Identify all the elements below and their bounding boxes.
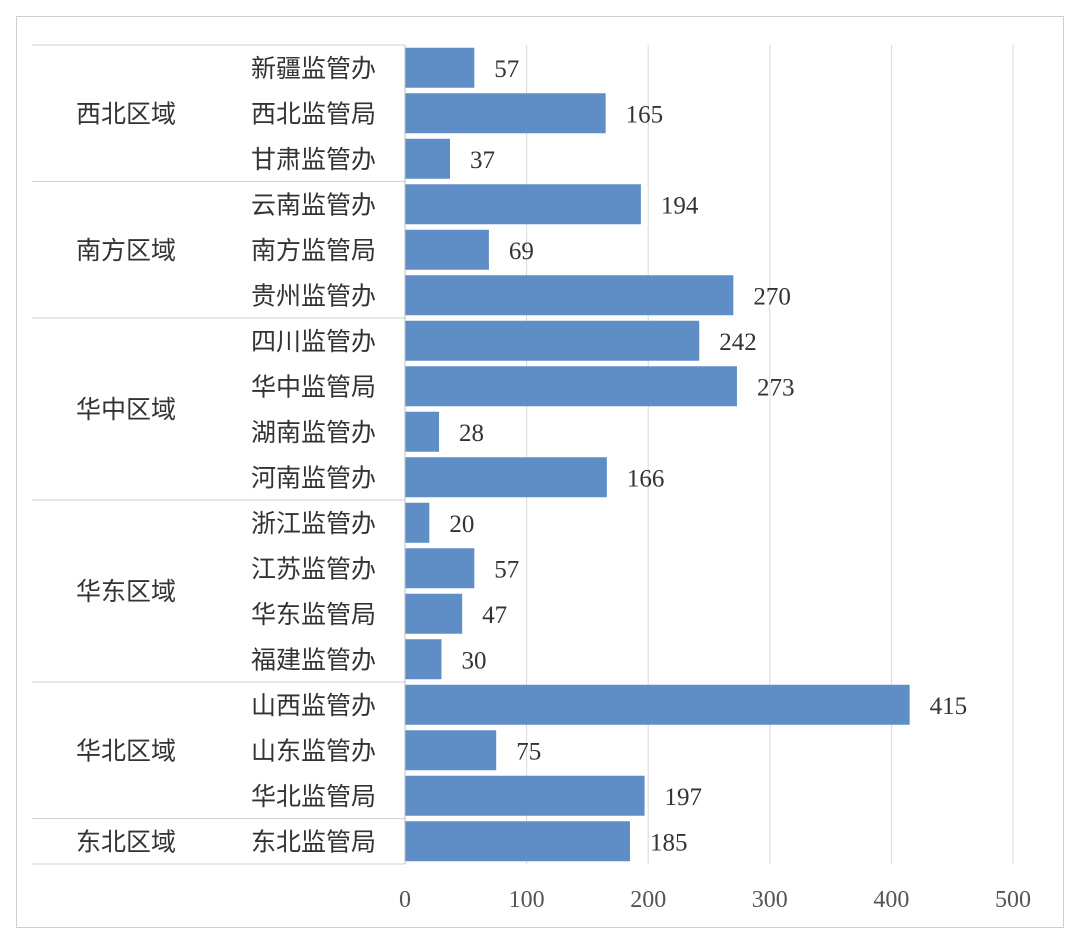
x-tick-label: 0: [399, 887, 411, 913]
category-label: 华北监管局: [251, 783, 376, 811]
bar: [405, 730, 497, 771]
group-label: 西北区域: [76, 100, 176, 128]
x-tick-label: 500: [995, 887, 1031, 913]
category-label: 华东监管局: [251, 601, 376, 629]
category-label: 山东监管办: [251, 737, 376, 765]
bar: [405, 821, 630, 862]
bar: [405, 411, 440, 452]
category-label: 河南监管办: [251, 464, 376, 492]
bar: [405, 639, 442, 680]
bar: [405, 457, 607, 498]
category-label: 华中监管局: [251, 373, 376, 401]
group-label: 东北区域: [76, 828, 176, 856]
data-label: 28: [459, 420, 484, 447]
category-label: 甘肃监管办: [251, 146, 376, 174]
data-label: 242: [719, 329, 757, 356]
category-label: 新疆监管办: [251, 55, 376, 83]
bar: [405, 684, 910, 725]
category-label: 湖南监管办: [251, 419, 376, 447]
data-label: 37: [470, 147, 495, 174]
bar: [405, 275, 734, 316]
category-label: 东北监管局: [251, 828, 376, 856]
category-label: 浙江监管办: [251, 510, 376, 538]
data-label: 270: [753, 283, 791, 310]
group-label: 华北区域: [76, 737, 176, 765]
data-label: 415: [930, 693, 968, 720]
bar: [405, 366, 737, 407]
data-label: 20: [449, 511, 474, 538]
category-label: 西北监管局: [251, 100, 376, 128]
data-label: 273: [757, 374, 795, 401]
category-label: 云南监管办: [251, 191, 376, 219]
x-tick-label: 200: [630, 887, 666, 913]
x-tick-label: 100: [509, 887, 545, 913]
category-label: 四川监管办: [251, 328, 376, 356]
data-label: 166: [627, 465, 665, 492]
bar: [405, 47, 475, 88]
data-label: 197: [665, 784, 703, 811]
data-label: 194: [661, 192, 699, 219]
bar: [405, 229, 489, 270]
category-label: 江苏监管办: [251, 555, 376, 583]
group-label: 南方区域: [76, 237, 176, 265]
category-label: 福建监管办: [251, 646, 376, 674]
data-label: 47: [482, 602, 507, 629]
category-label: 山西监管办: [251, 692, 376, 720]
data-label: 185: [650, 829, 688, 856]
category-label: 贵州监管办: [251, 282, 376, 310]
bar: [405, 184, 641, 225]
data-label: 57: [494, 556, 519, 583]
category-label: 南方监管局: [251, 237, 376, 265]
group-label: 华东区域: [76, 578, 176, 606]
bar: [405, 320, 700, 361]
bar: [405, 93, 606, 134]
group-label: 华中区域: [76, 396, 176, 424]
bar: [405, 593, 463, 634]
x-tick-label: 400: [873, 887, 909, 913]
data-label: 57: [494, 56, 519, 83]
bar: [405, 502, 430, 543]
data-label: 69: [509, 238, 534, 265]
bar: [405, 775, 645, 816]
data-label: 75: [516, 738, 541, 765]
bar: [405, 138, 450, 179]
data-label: 165: [626, 101, 664, 128]
data-label: 30: [461, 647, 486, 674]
bar: [405, 548, 475, 589]
x-tick-label: 300: [752, 887, 788, 913]
